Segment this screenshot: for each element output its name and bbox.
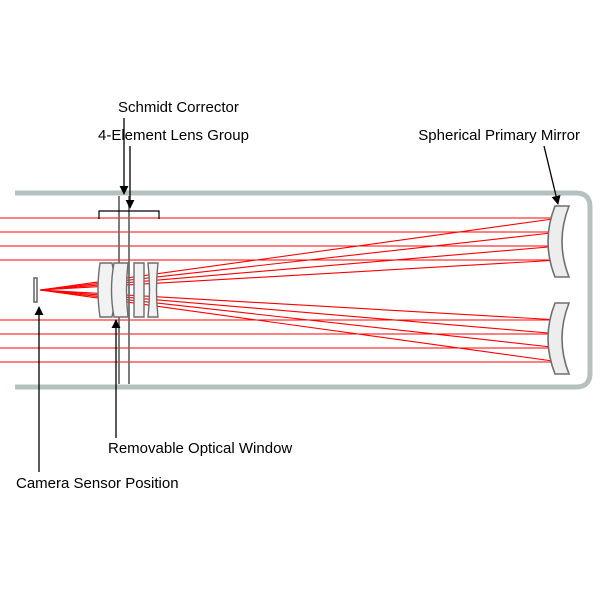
optical-diagram: Schmidt Corrector 4-Element Lens Group Sph…	[0, 0, 600, 600]
camera-sensor	[34, 278, 37, 302]
rays-group	[0, 218, 560, 362]
ray-reflected	[100, 295, 560, 334]
ray-reflected	[100, 293, 560, 320]
lens-element-3	[148, 263, 158, 317]
tube-end	[576, 193, 590, 387]
ray-reflected	[100, 260, 560, 287]
ray-reflected	[100, 218, 560, 282]
ray-reflected	[100, 298, 560, 362]
ray-reflected	[100, 232, 560, 283]
sensor-label: Camera Sensor Position	[16, 475, 179, 492]
mirror-label: Spherical Primary Mirror	[418, 127, 580, 144]
schmidt-label: Schmidt Corrector	[118, 99, 239, 116]
lens-element-2	[134, 263, 144, 317]
window-label: Removable Optical Window	[108, 440, 292, 457]
primary-mirror-upper	[548, 206, 569, 277]
ray-reflected	[100, 246, 560, 285]
ray-reflected	[100, 297, 560, 348]
lens-element-1	[112, 263, 129, 317]
primary-mirror-lower	[548, 303, 569, 374]
lens_group-label: 4-Element Lens Group	[98, 127, 249, 144]
